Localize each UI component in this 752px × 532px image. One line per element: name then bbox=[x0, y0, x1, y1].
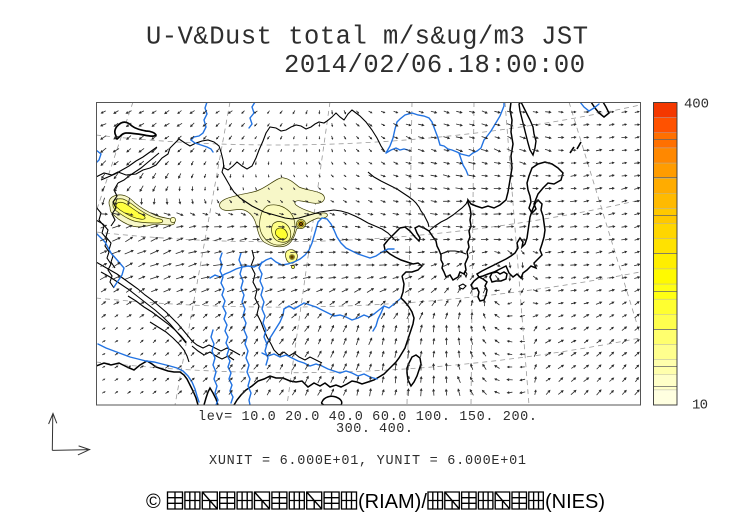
svg-text:2014/02/06.18:00:00: 2014/02/06.18:00:00 bbox=[284, 51, 585, 80]
svg-text:XUNIT = 6.000E+01, YUNIT = 6.0: XUNIT = 6.000E+01, YUNIT = 6.000E+01 bbox=[209, 454, 526, 469]
svg-text:(RIAM)/: (RIAM)/ bbox=[358, 491, 427, 513]
svg-text:300. 400.: 300. 400. bbox=[336, 422, 413, 437]
svg-text:10: 10 bbox=[692, 398, 708, 414]
svg-text:U-V&Dust total m/s&ug/m3 JST: U-V&Dust total m/s&ug/m3 JST bbox=[146, 23, 588, 52]
svg-text:lev= 10.0 20.0 40.0 60.0 100.: lev= 10.0 20.0 40.0 60.0 100. 150. 200. bbox=[198, 410, 537, 425]
svg-text:©: © bbox=[146, 491, 161, 513]
svg-text:400: 400 bbox=[684, 97, 709, 113]
svg-text:(NIES): (NIES) bbox=[545, 491, 605, 513]
